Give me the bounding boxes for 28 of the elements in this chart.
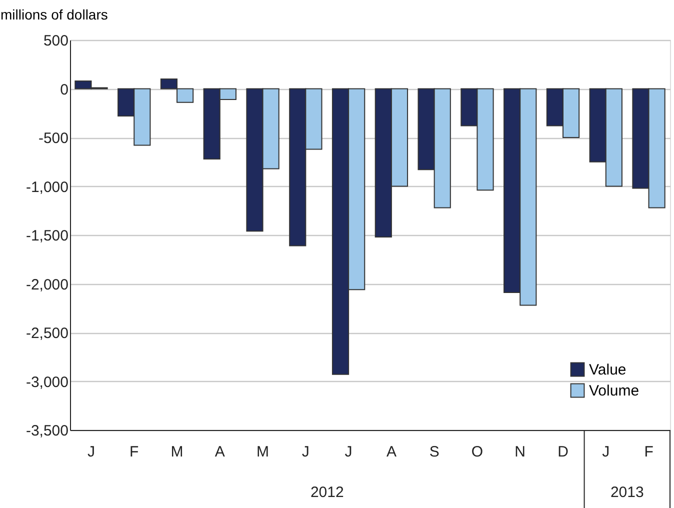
x-tick-label: M [170, 444, 184, 460]
y-tick-label: -3,000 [26, 374, 68, 391]
y-tick-label: 500 [43, 32, 68, 50]
x-tick-label: A [386, 444, 396, 460]
legend-label: Volume [589, 382, 640, 400]
x-tick-label: J [87, 444, 95, 460]
y-tick-label: -500 [38, 130, 68, 147]
x-tick-label: S [429, 444, 440, 460]
x-tick-label: J [602, 444, 610, 460]
x-tick-label: N [514, 444, 526, 460]
x-tick-label: J [344, 444, 352, 460]
legend-label: Value [589, 362, 626, 378]
y-tick-label: 0 [60, 81, 68, 98]
y-tick-label: -3,500 [26, 422, 68, 440]
y-tick-label: -2,000 [26, 276, 68, 294]
x-tick-label: O [471, 444, 484, 460]
x-tick-label: F [644, 444, 654, 460]
y-axis-title: millions of dollars [0, 6, 108, 22]
x-tick-label: M [256, 444, 270, 460]
x-tick-label: A [214, 444, 225, 460]
text: 2012 [310, 484, 344, 501]
x-tick-label: F [130, 444, 139, 460]
text: 2013 [610, 484, 644, 501]
y-tick-label: -2,500 [26, 325, 68, 342]
x-tick-label: D [558, 444, 569, 460]
y-tick-label: -1,500 [26, 228, 68, 244]
x-tick-label: J [302, 444, 310, 460]
y-tick-label: -1,000 [26, 178, 68, 196]
